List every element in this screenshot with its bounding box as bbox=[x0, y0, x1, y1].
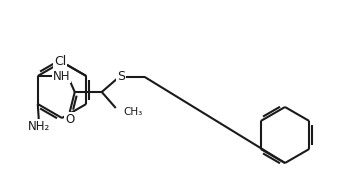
Text: O: O bbox=[65, 113, 74, 125]
Text: Cl: Cl bbox=[54, 54, 66, 68]
Text: NH: NH bbox=[53, 70, 70, 82]
Text: NH₂: NH₂ bbox=[28, 120, 50, 134]
Text: S: S bbox=[117, 70, 125, 82]
Text: CH₃: CH₃ bbox=[124, 107, 143, 117]
